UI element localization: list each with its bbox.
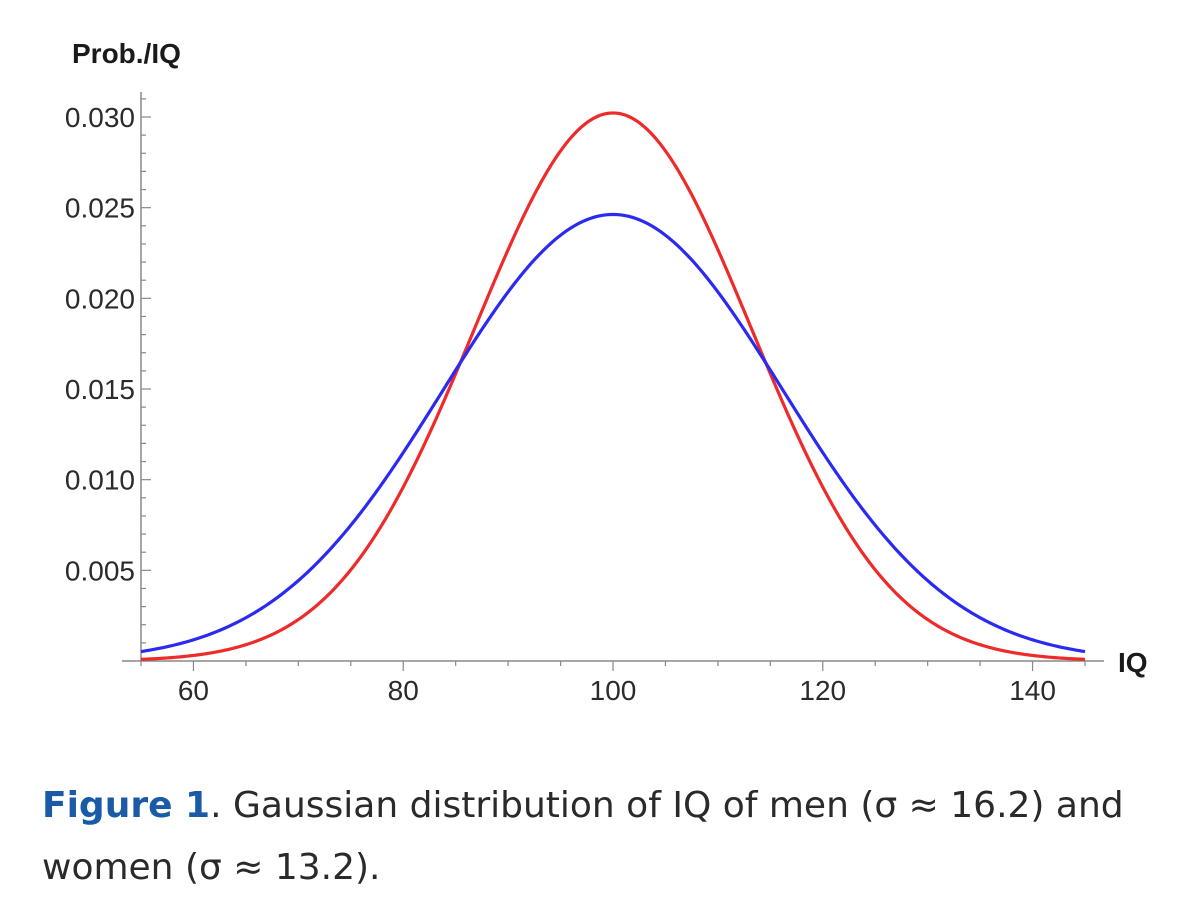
x-tick-label: 60 bbox=[178, 675, 209, 706]
y-tick-label: 0.020 bbox=[65, 283, 135, 314]
x-tick-label: 120 bbox=[799, 675, 846, 706]
x-tick-label: 100 bbox=[590, 675, 637, 706]
x-tick-label: 80 bbox=[388, 675, 419, 706]
y-tick-label: 0.015 bbox=[65, 374, 135, 405]
caption-text: . Gaussian distribution of IQ of men (σ … bbox=[42, 785, 1124, 888]
y-tick-label: 0.005 bbox=[65, 555, 135, 586]
x-axis-title: IQ bbox=[1118, 647, 1148, 678]
y-axis-title: Prob./IQ bbox=[72, 38, 181, 69]
chart: 0.005 0.010 0.015 0.020 0.025 0.030 60 80 100 120… bbox=[65, 38, 1148, 706]
y-tick-label: 0.030 bbox=[65, 102, 135, 133]
x-tick-label: 140 bbox=[1009, 675, 1056, 706]
y-tick-label: 0.025 bbox=[65, 193, 135, 224]
figure-label: Figure 1 bbox=[42, 785, 211, 826]
figure-caption: Figure 1. Gaussian distribution of IQ of… bbox=[42, 775, 1162, 899]
series-line-blue bbox=[140, 212, 1086, 654]
series-line-red bbox=[140, 111, 1086, 661]
y-tick-label: 0.010 bbox=[65, 465, 135, 496]
